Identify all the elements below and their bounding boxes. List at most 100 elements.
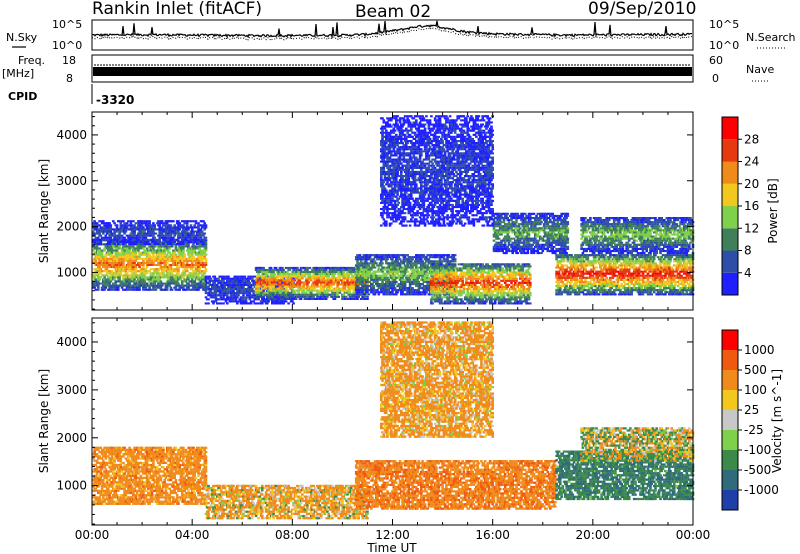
power-cell — [108, 254, 111, 256]
power-cell — [171, 226, 174, 228]
power-cell — [220, 282, 223, 284]
power-cell — [277, 300, 280, 302]
power-cell — [120, 237, 123, 239]
power-cell — [180, 243, 183, 245]
power-cell — [245, 296, 248, 298]
power-cell — [185, 243, 188, 245]
power-cell — [148, 228, 151, 230]
power-cell — [264, 294, 267, 296]
power-cell — [150, 264, 153, 266]
power-cell — [122, 262, 125, 264]
power-cell — [96, 222, 99, 224]
power-cell — [167, 280, 170, 282]
power-cell — [214, 286, 217, 288]
power-cell — [147, 276, 150, 278]
power-cell — [142, 228, 145, 230]
power-cell — [95, 237, 98, 239]
power-cell — [193, 266, 196, 268]
power-cell — [205, 290, 208, 292]
power-cell — [177, 266, 180, 268]
power-cell — [113, 233, 116, 235]
power-cell — [181, 245, 184, 247]
power-cell — [165, 237, 168, 239]
power-cell — [236, 296, 239, 298]
power-cell — [183, 272, 186, 274]
power-cell — [172, 264, 175, 266]
power-cell — [166, 287, 169, 289]
power-cell — [111, 270, 114, 272]
power-cell — [229, 284, 232, 286]
power-cell — [101, 250, 104, 252]
power-cell — [185, 289, 188, 291]
power-cell — [97, 280, 100, 282]
power-cell — [200, 235, 203, 237]
power-cell — [132, 239, 135, 241]
power-panel: 1000200030004000 Slant Range [km] 481216… — [37, 112, 780, 310]
power-cell — [135, 266, 138, 268]
power-cell — [247, 280, 250, 282]
power-cell — [126, 226, 129, 228]
power-cell — [108, 283, 111, 285]
power-cell — [131, 258, 134, 260]
power-cell — [118, 239, 121, 241]
power-cell — [133, 235, 136, 237]
power-cell — [235, 276, 238, 278]
power-cell — [281, 300, 284, 302]
power-cell — [170, 233, 173, 235]
power-cell — [237, 300, 240, 302]
power-cell — [205, 258, 208, 260]
power-cell — [185, 266, 188, 268]
power-cell — [160, 222, 163, 224]
power-cell — [122, 276, 125, 278]
power-cell — [160, 247, 163, 249]
power-cell — [262, 298, 265, 300]
power-cell — [237, 278, 240, 280]
power-cell — [167, 243, 170, 245]
power-cell — [160, 228, 163, 230]
power-cell — [285, 300, 288, 302]
power-cell — [111, 289, 114, 291]
power-cell — [183, 222, 186, 224]
power-cell — [120, 228, 123, 230]
power-cell — [107, 250, 110, 252]
power-cell — [161, 226, 164, 228]
power-cell — [197, 266, 200, 268]
power-cell — [226, 294, 229, 296]
power-cell — [120, 256, 123, 258]
power-cell — [219, 288, 222, 290]
power-cell — [106, 274, 109, 276]
power-cell — [148, 285, 151, 287]
freq-unit-label: [MHz] — [2, 67, 34, 80]
power-cell — [257, 273, 260, 275]
power-cell — [166, 274, 169, 276]
power-cell — [193, 276, 196, 278]
power-cell — [173, 256, 176, 258]
power-cell — [125, 283, 128, 285]
power-cell — [155, 287, 158, 289]
power-cell — [137, 226, 140, 228]
power-cell — [181, 260, 184, 262]
power-cell — [160, 264, 163, 266]
power-cell — [172, 237, 175, 239]
power-cell — [135, 254, 138, 256]
power-cell — [146, 272, 149, 274]
power-cell — [203, 233, 206, 235]
power-cell — [168, 245, 171, 247]
power-cell — [191, 231, 194, 233]
power-cell — [135, 260, 138, 262]
power-cell — [251, 288, 254, 290]
power-cell — [176, 285, 179, 287]
power-cell — [100, 268, 103, 270]
power-cell — [241, 284, 244, 286]
power-cell — [232, 286, 235, 288]
power-cell — [178, 237, 181, 239]
power-cell — [97, 237, 100, 239]
power-cell — [261, 296, 264, 298]
power-cell — [188, 252, 191, 254]
power-cell — [105, 237, 108, 239]
power-cell — [117, 287, 120, 289]
power-cell — [187, 250, 190, 252]
power-cell — [98, 278, 101, 280]
power-cell — [141, 222, 144, 224]
power-cell — [196, 235, 199, 237]
